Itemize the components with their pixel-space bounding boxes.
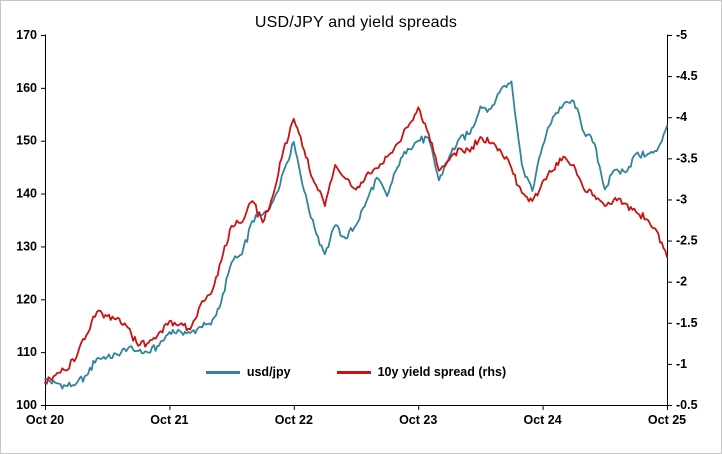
x-axis-tick-label: Oct 25 bbox=[648, 413, 686, 427]
right-axis-tick-label: -5 bbox=[676, 28, 687, 42]
left-axis-tick-label: 110 bbox=[17, 345, 37, 359]
legend-item-spread: 10y yield spread (rhs) bbox=[336, 365, 507, 379]
spread-line-swatch bbox=[336, 370, 371, 374]
x-axis-tick-label: Oct 21 bbox=[150, 413, 188, 427]
right-axis-tick-label: -3.5 bbox=[676, 151, 698, 165]
spread-line bbox=[44, 106, 668, 385]
left-axis-tick-label: 170 bbox=[16, 28, 37, 42]
left-axis-tick-label: 160 bbox=[16, 81, 37, 95]
x-axis-tick-label: Oct 20 bbox=[26, 413, 64, 427]
legend-item-usdjpy: usd/jpy bbox=[205, 365, 291, 379]
left-axis-tick-label: 100 bbox=[16, 398, 37, 412]
x-axis-tick-label: Oct 24 bbox=[523, 413, 561, 427]
right-axis-tick-label: -1.5 bbox=[676, 316, 698, 330]
x-axis-tick-label: Oct 22 bbox=[275, 413, 313, 427]
chart-title: USD/JPY and yield spreads bbox=[254, 14, 458, 31]
left-axis-tick-label: 130 bbox=[16, 239, 37, 253]
right-axis-tick-label: -4 bbox=[676, 110, 687, 124]
left-axis-tick-label: 150 bbox=[16, 134, 37, 148]
usdjpy-line-swatch bbox=[205, 370, 240, 374]
right-axis-tick-label: -1 bbox=[676, 357, 687, 371]
right-axis-tick-label: -0.5 bbox=[676, 398, 698, 412]
right-axis-tick-label: -2 bbox=[676, 275, 687, 289]
legend-label-spread: 10y yield spread (rhs) bbox=[377, 365, 507, 379]
chart-legend: usd/jpy 10y yield spread (rhs) bbox=[45, 365, 667, 379]
usdjpy-line bbox=[44, 80, 668, 390]
axes bbox=[41, 34, 672, 410]
legend-label-usdjpy: usd/jpy bbox=[246, 365, 291, 379]
right-axis-tick-label: -2.5 bbox=[676, 234, 698, 248]
left-axis-tick-label: 120 bbox=[16, 292, 37, 306]
axis-tick-labels: 170 160 150 140 130 120 110 100 -5 -4.5 -4 -3.5 -3 -2… bbox=[16, 28, 697, 427]
right-axis-tick-label: -3 bbox=[676, 192, 687, 206]
right-axis-tick-label: -4.5 bbox=[676, 69, 698, 83]
x-axis-tick-label: Oct 23 bbox=[399, 413, 437, 427]
left-axis-tick-label: 140 bbox=[16, 187, 37, 201]
